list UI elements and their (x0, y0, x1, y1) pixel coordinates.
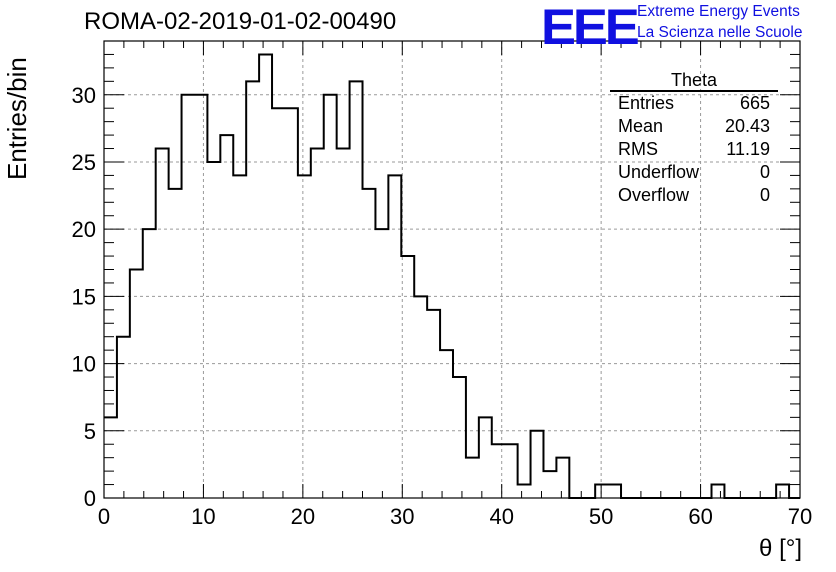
stats-row: Mean 20.43 (610, 115, 778, 138)
stats-box: Theta Entries 665 Mean 20.43 RMS 11.19 U… (610, 70, 778, 207)
y-tick-label: 25 (72, 150, 96, 175)
y-axis-label-text: Entries/bin (2, 57, 32, 180)
x-tick-label: 50 (589, 504, 613, 529)
x-tick-label: 0 (98, 504, 110, 529)
x-tick-label: 30 (390, 504, 414, 529)
stats-row: Entries 665 (610, 92, 778, 115)
eee-logo: EEE (541, 0, 640, 55)
y-tick-label: 10 (72, 352, 96, 377)
stats-label: Entries (618, 93, 675, 113)
tick-labels: 0 10 20 30 40 50 60 70 0 5 10 15 20 25 30 (72, 83, 813, 529)
plot-frame (103, 40, 801, 499)
y-tick-label: 20 (72, 217, 96, 242)
stats-label: Mean (618, 116, 664, 136)
x-tick-label: 40 (489, 504, 513, 529)
x-tick-label: 10 (191, 504, 215, 529)
y-tick-label: 30 (72, 83, 96, 108)
x-axis-label: θ [°] (759, 535, 802, 562)
y-tick-label: 15 (72, 284, 96, 309)
x-tick-label: 60 (688, 504, 712, 529)
stats-row: RMS 11.19 (610, 138, 778, 161)
x-tick-label: 20 (291, 504, 315, 529)
stats-value: 0 (759, 185, 770, 205)
stats-row: Underflow 0 (610, 161, 778, 184)
stats-label: Overflow (618, 185, 690, 205)
y-tick-label: 5 (84, 419, 96, 444)
stats-label: RMS (618, 139, 658, 159)
logo-line-2: La Scienza nelle Scuole (637, 24, 803, 41)
y-tick-label: 0 (84, 486, 96, 511)
stats-value: 0 (759, 162, 770, 182)
logo-line-1: Extreme Energy Events (637, 3, 800, 20)
stats-value: 665 (739, 93, 770, 113)
chart-title: ROMA-02-2019-01-02-00490 (84, 8, 397, 35)
stats-title: Theta (610, 70, 778, 92)
stats-value: 20.43 (724, 116, 770, 136)
stats-label: Underflow (618, 162, 700, 182)
x-tick-label: 70 (788, 504, 812, 529)
stats-row: Overflow 0 (610, 184, 778, 207)
stats-value: 11.19 (726, 139, 770, 159)
